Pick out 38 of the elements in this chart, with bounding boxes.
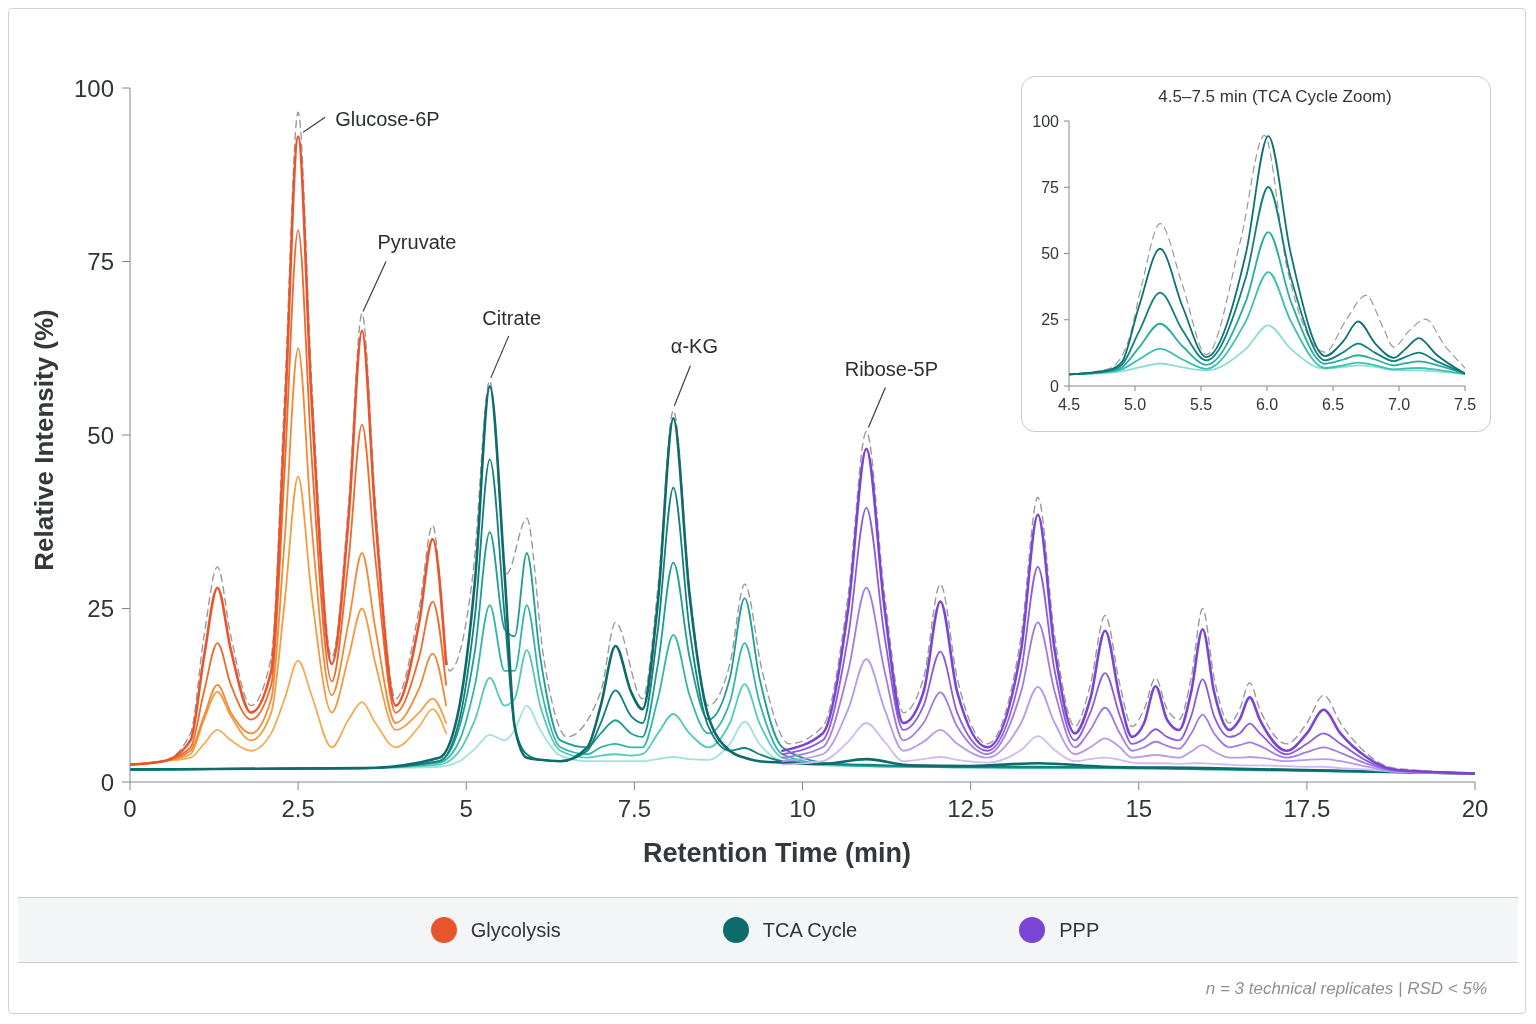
text: n = 3 technical replicates | RSD < 5% [1205, 979, 1487, 999]
x-tick-label: 6.0 [1255, 396, 1279, 414]
y-tick-label: 75 [1041, 178, 1060, 196]
legend-label: PPP [1059, 918, 1100, 942]
x-tick-label: 10 [789, 795, 816, 823]
x-tick-label: 6.5 [1321, 396, 1345, 414]
x-axis-title: Retention Time (min) [642, 837, 912, 869]
legend-label: TCA Cycle [762, 918, 858, 942]
chart-title: 4.5–7.5 min (TCA Cycle Zoom) [1158, 87, 1392, 107]
x-tick-label: 7.5 [617, 795, 652, 823]
annotation: Ribose-5P [844, 357, 939, 380]
x-tick-label: 5.5 [1189, 396, 1213, 414]
x-tick-label: 20 [1461, 795, 1489, 823]
x-tick-label: 12.5 [947, 795, 994, 823]
annotation: Pyruvate [377, 230, 457, 253]
y-tick-label: 100 [1032, 112, 1060, 130]
y-tick-label: 50 [1041, 245, 1060, 263]
x-tick-label: 5.0 [1123, 396, 1147, 414]
annotation: α-KG [670, 334, 718, 357]
y-tick-label: 0 [1050, 377, 1060, 395]
x-tick-label: 5 [459, 795, 473, 823]
x-tick-label: 4.5 [1057, 396, 1081, 414]
y-tick-label: 25 [1041, 311, 1060, 329]
y-tick-label: 0 [100, 768, 114, 796]
annotation: Citrate [482, 306, 542, 329]
x-tick-label: 17.5 [1283, 795, 1331, 823]
annotation: Glucose-6P [335, 108, 440, 131]
x-tick-label: 15 [1125, 795, 1153, 823]
y-tick-label: 100 [73, 74, 114, 102]
y-tick-label: 50 [87, 421, 114, 449]
y-tick-label: 75 [87, 248, 114, 276]
x-tick-label: 0 [123, 795, 137, 823]
y-axis-title: Relative Intensity (%) [29, 309, 59, 571]
x-tick-label: 2.5 [281, 795, 315, 823]
x-tick-label: 7.5 [1453, 396, 1477, 414]
x-tick-label: 7.0 [1387, 396, 1411, 414]
y-tick-label: 25 [87, 595, 114, 623]
legend-label: Glycolysis [470, 918, 561, 942]
